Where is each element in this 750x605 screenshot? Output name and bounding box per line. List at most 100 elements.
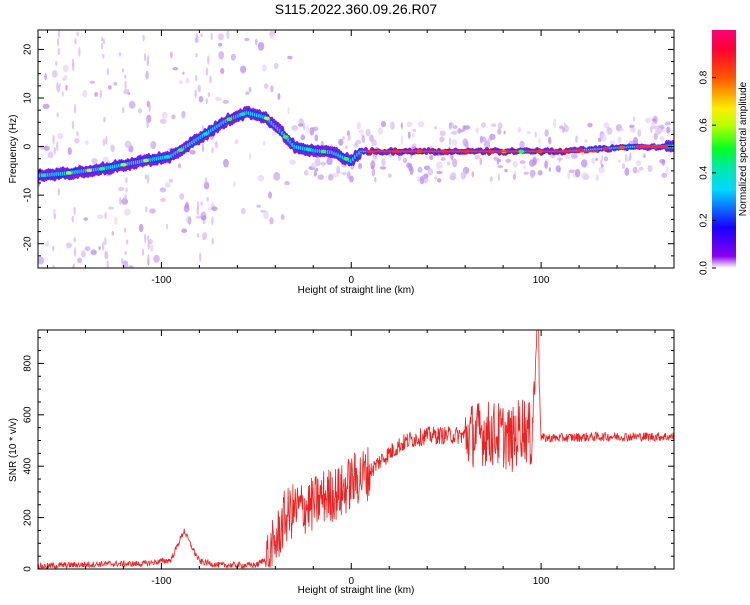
spectrogram-noise-blob	[65, 84, 68, 91]
spectrogram-noise-blob	[181, 110, 186, 119]
spectrogram-noise-blob	[629, 152, 632, 161]
spectrogram-noise-blob	[42, 103, 50, 110]
spectrogram-noise-blob	[409, 166, 414, 176]
spectrogram-noise-blob	[178, 80, 183, 84]
spectrogram-noise-blob	[479, 157, 483, 166]
spectrogram-noise-blob	[77, 257, 83, 264]
spectrogram-noise-blob	[171, 114, 176, 120]
spectrogram-hotspot	[618, 145, 625, 150]
spectrogram-noise-blob	[226, 30, 230, 40]
spectrogram-noise-blob	[390, 121, 395, 130]
spectrogram-noise-blob	[245, 91, 250, 95]
x-tick-label: 0	[348, 576, 354, 587]
spectrogram-noise-blob	[655, 126, 662, 135]
spectrogram-noise-blob	[400, 135, 404, 145]
spectrogram-noise-blob	[632, 166, 638, 174]
spectrogram-streak-blob	[120, 257, 124, 264]
spectrogram-noise-blob	[603, 122, 610, 129]
spectrogram-streak-blob	[71, 215, 74, 223]
spectrogram-noise-blob	[666, 126, 671, 134]
spectrogram-streak-blob	[146, 174, 150, 184]
spectrogram-noise-blob	[632, 136, 639, 146]
y-tick-label: 0	[23, 566, 34, 572]
spectrogram-noise-blob	[201, 143, 205, 153]
spectrogram-noise-blob	[568, 169, 575, 173]
spectrogram-noise-blob	[449, 175, 456, 181]
spectrogram-streak-blob	[125, 187, 128, 193]
spectrogram-noise-blob	[380, 121, 387, 128]
spectrogram-noise-blob	[338, 138, 344, 146]
spectrogram-noise-blob	[57, 164, 60, 169]
spectrogram-noise-blob	[406, 121, 413, 128]
spectrogram-noise-blob	[39, 276, 42, 281]
spectrogram-noise-blob	[666, 166, 669, 175]
spectrogram-streak-blob	[200, 201, 203, 206]
spectrogram-noise-blob	[82, 89, 88, 98]
spectrogram-noise-blob	[201, 215, 207, 221]
spectrogram-noise-blob	[164, 181, 171, 188]
y-tick-label: 20	[23, 43, 34, 55]
spectrogram-noise-blob	[220, 67, 225, 75]
spectrogram-noise-blob	[150, 140, 157, 149]
spectrogram-noise-blob	[332, 172, 339, 178]
spectrogram-noise-blob	[317, 174, 325, 180]
spectrogram-noise-blob	[124, 140, 132, 149]
spectrogram-noise-blob	[426, 155, 429, 160]
spectrogram-streak-blob	[78, 47, 81, 57]
spectrogram-streak-blob	[103, 116, 106, 123]
spectrogram-noise-blob	[544, 160, 548, 169]
spectrogram-streak-blob	[147, 235, 150, 242]
spectrogram-noise-blob	[603, 156, 609, 162]
spectrogram-streak-blob	[206, 196, 209, 202]
spectrogram-noise-blob	[159, 187, 167, 193]
spectrogram-streak-blob	[101, 36, 104, 42]
spectrogram-noise-blob	[248, 86, 252, 93]
spectrogram-noise-blob	[214, 140, 218, 149]
spectrogram-noise-blob	[512, 161, 518, 168]
spectrogram-noise-blob	[647, 164, 653, 173]
spectrogram-noise-blob	[513, 170, 517, 175]
spectrogram-noise-blob	[517, 126, 522, 133]
spectrogram-streak-blob	[52, 264, 55, 268]
spectrogram-noise-blob	[595, 173, 600, 182]
y-tick-label: 800	[23, 355, 34, 372]
spectrogram-noise-blob	[412, 128, 416, 132]
spectrogram-noise-blob	[480, 122, 486, 128]
spectrogram-noise-blob	[624, 167, 630, 176]
spectrogram-streak-blob	[122, 197, 125, 205]
colorbar-tick-label: 0.6	[699, 118, 710, 132]
spectrogram-streak-blob	[207, 55, 210, 66]
spectrogram-noise-blob	[291, 124, 299, 131]
spectrogram-noise-blob	[358, 162, 362, 169]
snr-frame	[37, 329, 675, 570]
spectrogram-streak-blob	[105, 135, 108, 145]
y-tick-label: -10	[23, 187, 34, 202]
spectrogram-noise-blob	[628, 140, 634, 145]
spectrogram-noise-blob	[373, 156, 378, 161]
y-tick-label: 0	[23, 143, 34, 149]
spectrogram-streak-blob	[144, 206, 148, 213]
spectrogram-streak-blob	[148, 103, 151, 112]
spectrogram-noise-blob	[512, 173, 517, 181]
spectrogram-noise-blob	[626, 157, 630, 162]
spectrogram-streak-blob	[76, 131, 79, 137]
spectrogram-noise-blob	[271, 131, 277, 136]
spectrogram-noise-blob	[284, 181, 290, 186]
spectrogram-noise-blob	[379, 166, 387, 170]
snr-ticks: -100 0 100 0 200 400 600 800	[23, 330, 674, 587]
x-tick-label: 0	[348, 275, 354, 286]
spectrogram-noise-blob	[137, 108, 143, 114]
spectrogram-streak-blob	[205, 97, 208, 105]
spectrogram-noise-blob	[38, 256, 45, 265]
spectrogram-noise-blob	[416, 176, 421, 182]
spectrogram-noise-blob	[61, 90, 64, 97]
spectrogram-noise-blob	[234, 20, 241, 27]
spectrogram-hotspot	[263, 116, 270, 121]
spectrogram-noise-blob	[497, 122, 503, 130]
spectrogram-streak-blob	[118, 52, 122, 57]
spectrogram-noise-blob	[300, 134, 306, 141]
spectrogram-noise-blob	[195, 215, 201, 219]
spectrogram-noise-blob	[633, 116, 636, 122]
spectrogram-noise-blob	[411, 132, 416, 138]
spectrogram-streak-blob	[71, 120, 75, 130]
